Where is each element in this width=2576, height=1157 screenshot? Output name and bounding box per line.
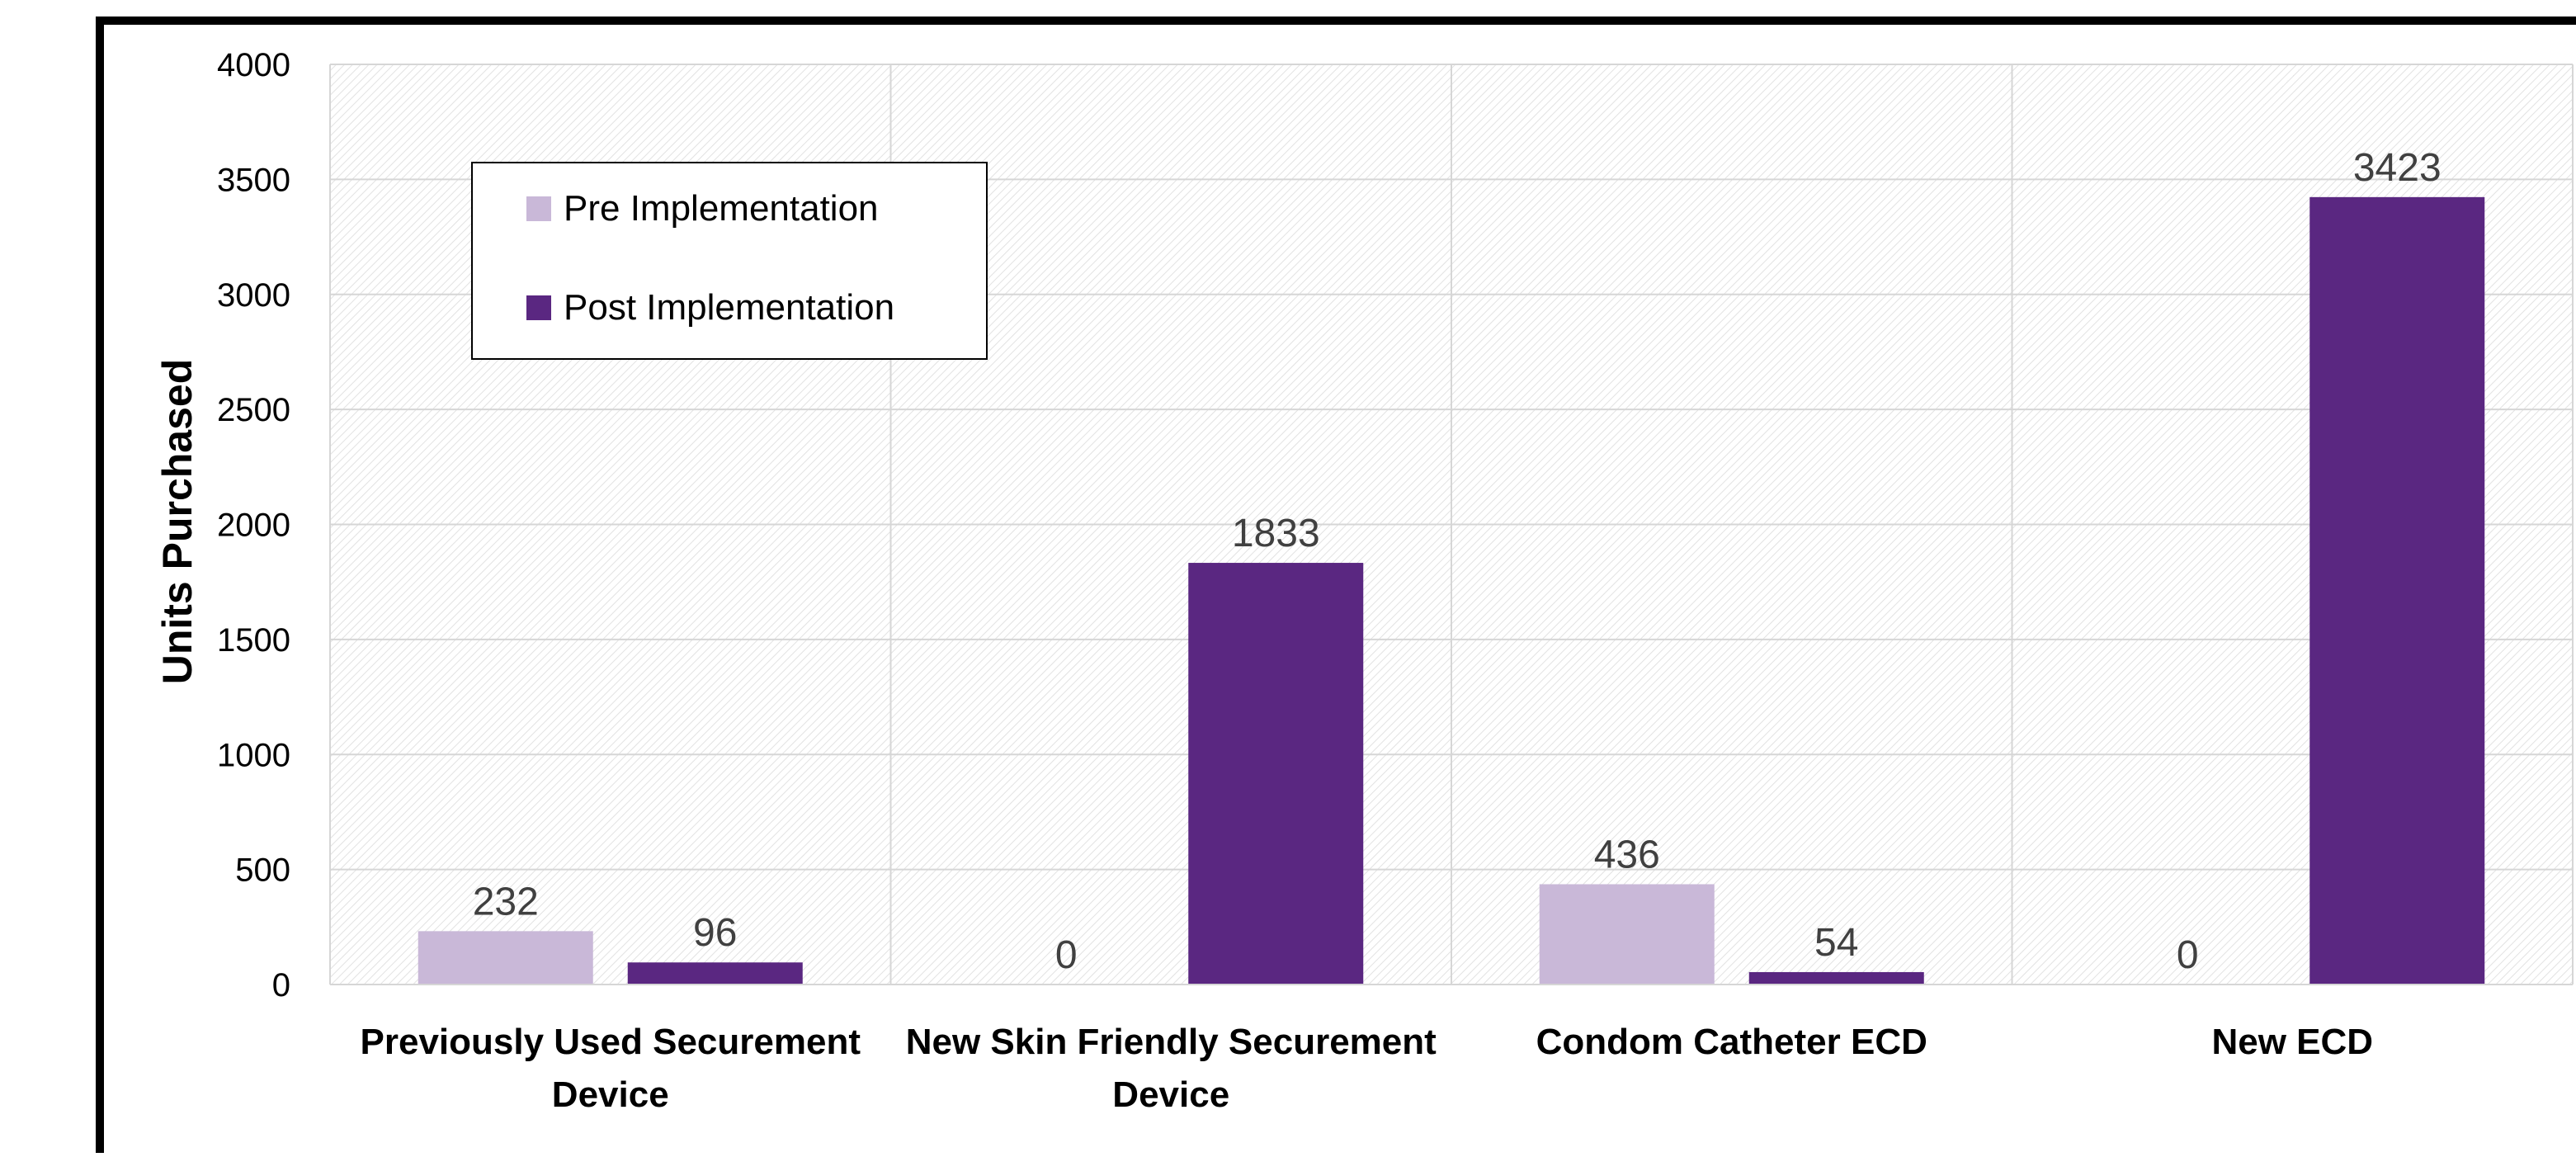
x-tick-label-line: Device (552, 1074, 669, 1115)
y-tick-label: 3000 (217, 277, 290, 314)
y-tick-label: 1500 (217, 622, 290, 659)
bar (1188, 563, 1364, 985)
x-tick-label-line: Previously Used Securement (361, 1022, 861, 1062)
y-tick-label: 1000 (217, 737, 290, 773)
x-tick-label: New ECD (2211, 1022, 2373, 1062)
y-tick-label: 4000 (217, 47, 290, 83)
data-label: 436 (1594, 833, 1660, 876)
y-tick-label: 500 (235, 852, 290, 889)
bar (1539, 884, 1715, 985)
y-tick-label: 2500 (217, 392, 290, 428)
y-tick-label: 2000 (217, 508, 290, 544)
x-tick-label: Previously Used Securement Device (361, 1022, 861, 1115)
data-label: 96 (693, 911, 737, 955)
data-label: 1833 (1232, 512, 1320, 555)
legend: Pre Implementation Post Implementation (471, 162, 988, 360)
x-tick-label-line: New Skin Friendly Securement (906, 1022, 1437, 1062)
y-axis-title: Units Purchased (154, 359, 201, 685)
data-label: 232 (473, 880, 539, 923)
data-label: 54 (1814, 921, 1858, 965)
y-tick-label: 3500 (217, 162, 290, 198)
bars (418, 196, 2485, 985)
legend-label: Pre Implementation (564, 188, 879, 229)
data-labels: 232 96 0 1833 436 54 0 3423 (473, 146, 2442, 977)
data-label: 0 (1055, 933, 1078, 977)
bar (1748, 971, 1924, 985)
x-tick-label-line: Device (1112, 1074, 1229, 1115)
axes: Units Purchased 0 500 1000 1500 2000 2500 3000… (154, 47, 2573, 1115)
legend-label: Post Implementation (564, 287, 894, 328)
data-label: 3423 (2353, 146, 2442, 190)
x-tick-label-line: Condom Catheter ECD (1536, 1022, 1927, 1062)
x-tick-label: Condom Catheter ECD (1536, 1022, 1927, 1062)
legend-swatch (526, 295, 551, 320)
bar (627, 962, 803, 985)
data-label: 0 (2177, 933, 2199, 977)
legend-swatch (526, 196, 551, 221)
bar (418, 931, 593, 985)
legend-box (471, 162, 988, 360)
x-tick-label-line: New ECD (2211, 1022, 2373, 1062)
x-tick-label: New Skin Friendly Securement Device (906, 1022, 1437, 1115)
y-tick-label: 0 (272, 967, 290, 1004)
bar (2309, 196, 2485, 985)
